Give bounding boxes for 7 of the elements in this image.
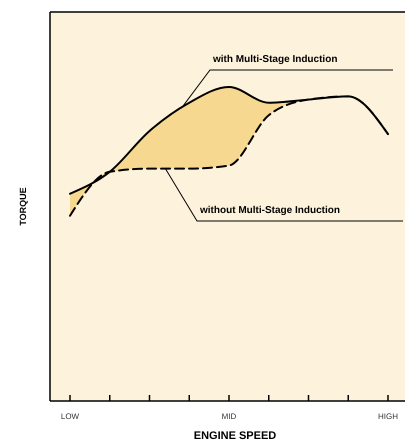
x-axis-title: ENGINE SPEED (194, 430, 276, 442)
text: without Multi-Stage Induction (199, 205, 340, 216)
y-axis-title: TORQUE (18, 187, 28, 226)
x-tick-label: HIGH (378, 412, 398, 421)
x-tick-label: MID (222, 412, 237, 421)
x-tick-label: LOW (60, 412, 80, 421)
text: with Multi-Stage Induction (212, 54, 338, 65)
